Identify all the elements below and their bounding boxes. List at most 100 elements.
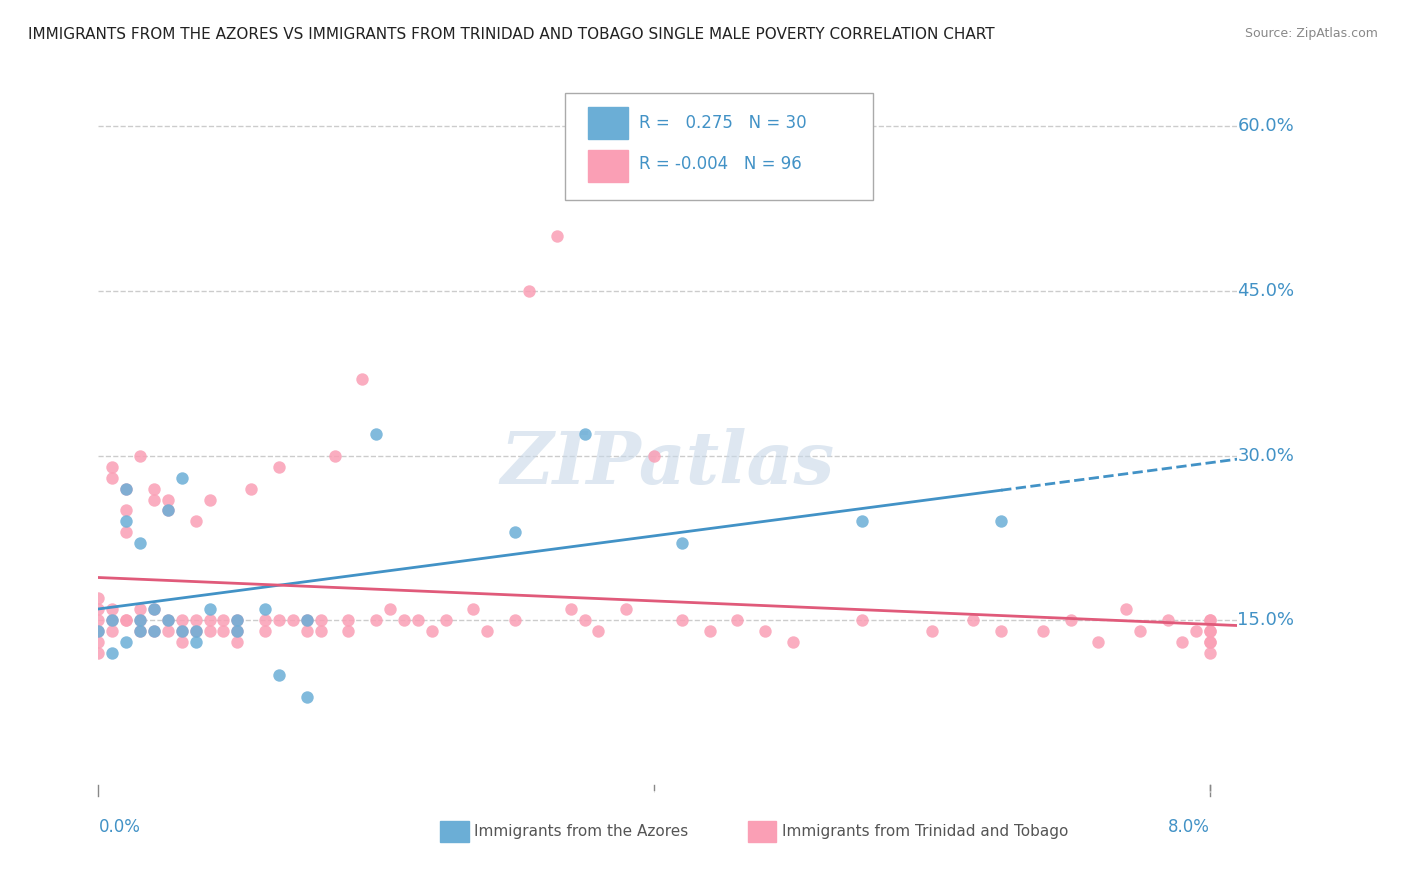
Point: [725, 613, 748, 627]
Point: [546, 229, 568, 244]
Point: [226, 624, 249, 639]
Point: [101, 470, 124, 484]
Point: [170, 613, 193, 627]
Point: [309, 613, 332, 627]
Point: [1129, 624, 1152, 639]
Point: [184, 635, 207, 649]
Point: [1170, 635, 1192, 649]
Point: [671, 613, 693, 627]
FancyBboxPatch shape: [565, 93, 873, 200]
Point: [115, 613, 138, 627]
Point: [129, 536, 152, 550]
Point: [352, 372, 374, 386]
Point: [366, 613, 388, 627]
Text: Source: ZipAtlas.com: Source: ZipAtlas.com: [1244, 27, 1378, 40]
FancyBboxPatch shape: [748, 821, 776, 842]
Point: [643, 449, 665, 463]
Point: [143, 492, 166, 507]
Point: [588, 624, 610, 639]
Point: [156, 503, 179, 517]
Point: [267, 668, 290, 682]
Point: [184, 613, 207, 627]
Point: [614, 602, 637, 616]
Point: [671, 536, 693, 550]
Point: [295, 613, 318, 627]
Point: [1198, 635, 1220, 649]
Point: [503, 613, 526, 627]
Point: [170, 635, 193, 649]
Point: [1198, 635, 1220, 649]
FancyBboxPatch shape: [440, 821, 468, 842]
Point: [115, 482, 138, 496]
Point: [267, 459, 290, 474]
Point: [115, 613, 138, 627]
Point: [198, 602, 221, 616]
Point: [87, 624, 110, 639]
Point: [156, 624, 179, 639]
Point: [87, 624, 110, 639]
Point: [156, 613, 179, 627]
Point: [129, 624, 152, 639]
Point: [1032, 624, 1054, 639]
Point: [184, 624, 207, 639]
Point: [921, 624, 943, 639]
Point: [420, 624, 443, 639]
Point: [1198, 646, 1220, 660]
Text: R =   0.275   N = 30: R = 0.275 N = 30: [640, 114, 807, 132]
Point: [101, 602, 124, 616]
Point: [337, 624, 360, 639]
Point: [87, 613, 110, 627]
Text: ZIPatlas: ZIPatlas: [501, 428, 835, 500]
Text: 15.0%: 15.0%: [1237, 611, 1295, 629]
Point: [240, 482, 263, 496]
Point: [463, 602, 485, 616]
Point: [295, 690, 318, 705]
Point: [226, 613, 249, 627]
Point: [1184, 624, 1206, 639]
Point: [378, 602, 401, 616]
FancyBboxPatch shape: [588, 150, 628, 182]
Point: [115, 482, 138, 496]
Point: [295, 613, 318, 627]
Point: [254, 602, 277, 616]
Point: [143, 624, 166, 639]
Point: [101, 624, 124, 639]
Point: [254, 624, 277, 639]
Point: [115, 635, 138, 649]
Point: [129, 613, 152, 627]
Point: [87, 635, 110, 649]
Point: [254, 613, 277, 627]
Point: [115, 503, 138, 517]
FancyBboxPatch shape: [588, 107, 628, 139]
Text: IMMIGRANTS FROM THE AZORES VS IMMIGRANTS FROM TRINIDAD AND TOBAGO SINGLE MALE PO: IMMIGRANTS FROM THE AZORES VS IMMIGRANTS…: [28, 27, 995, 42]
Point: [560, 602, 582, 616]
Point: [267, 613, 290, 627]
Point: [101, 646, 124, 660]
Point: [851, 515, 873, 529]
Text: R = -0.004   N = 96: R = -0.004 N = 96: [640, 155, 803, 173]
Point: [212, 613, 235, 627]
Text: 0.0%: 0.0%: [98, 818, 141, 836]
Point: [226, 613, 249, 627]
Point: [434, 613, 457, 627]
Point: [1059, 613, 1081, 627]
Point: [129, 602, 152, 616]
Point: [101, 459, 124, 474]
Point: [184, 624, 207, 639]
Point: [851, 613, 873, 627]
Point: [574, 426, 596, 441]
Point: [184, 515, 207, 529]
Text: 8.0%: 8.0%: [1167, 818, 1209, 836]
Point: [309, 624, 332, 639]
Point: [129, 613, 152, 627]
Point: [699, 624, 721, 639]
Point: [503, 525, 526, 540]
Text: Immigrants from the Azores: Immigrants from the Azores: [474, 824, 689, 838]
Point: [226, 624, 249, 639]
Point: [406, 613, 429, 627]
Point: [87, 591, 110, 606]
Point: [366, 426, 388, 441]
Point: [101, 613, 124, 627]
Point: [990, 624, 1012, 639]
Point: [337, 613, 360, 627]
